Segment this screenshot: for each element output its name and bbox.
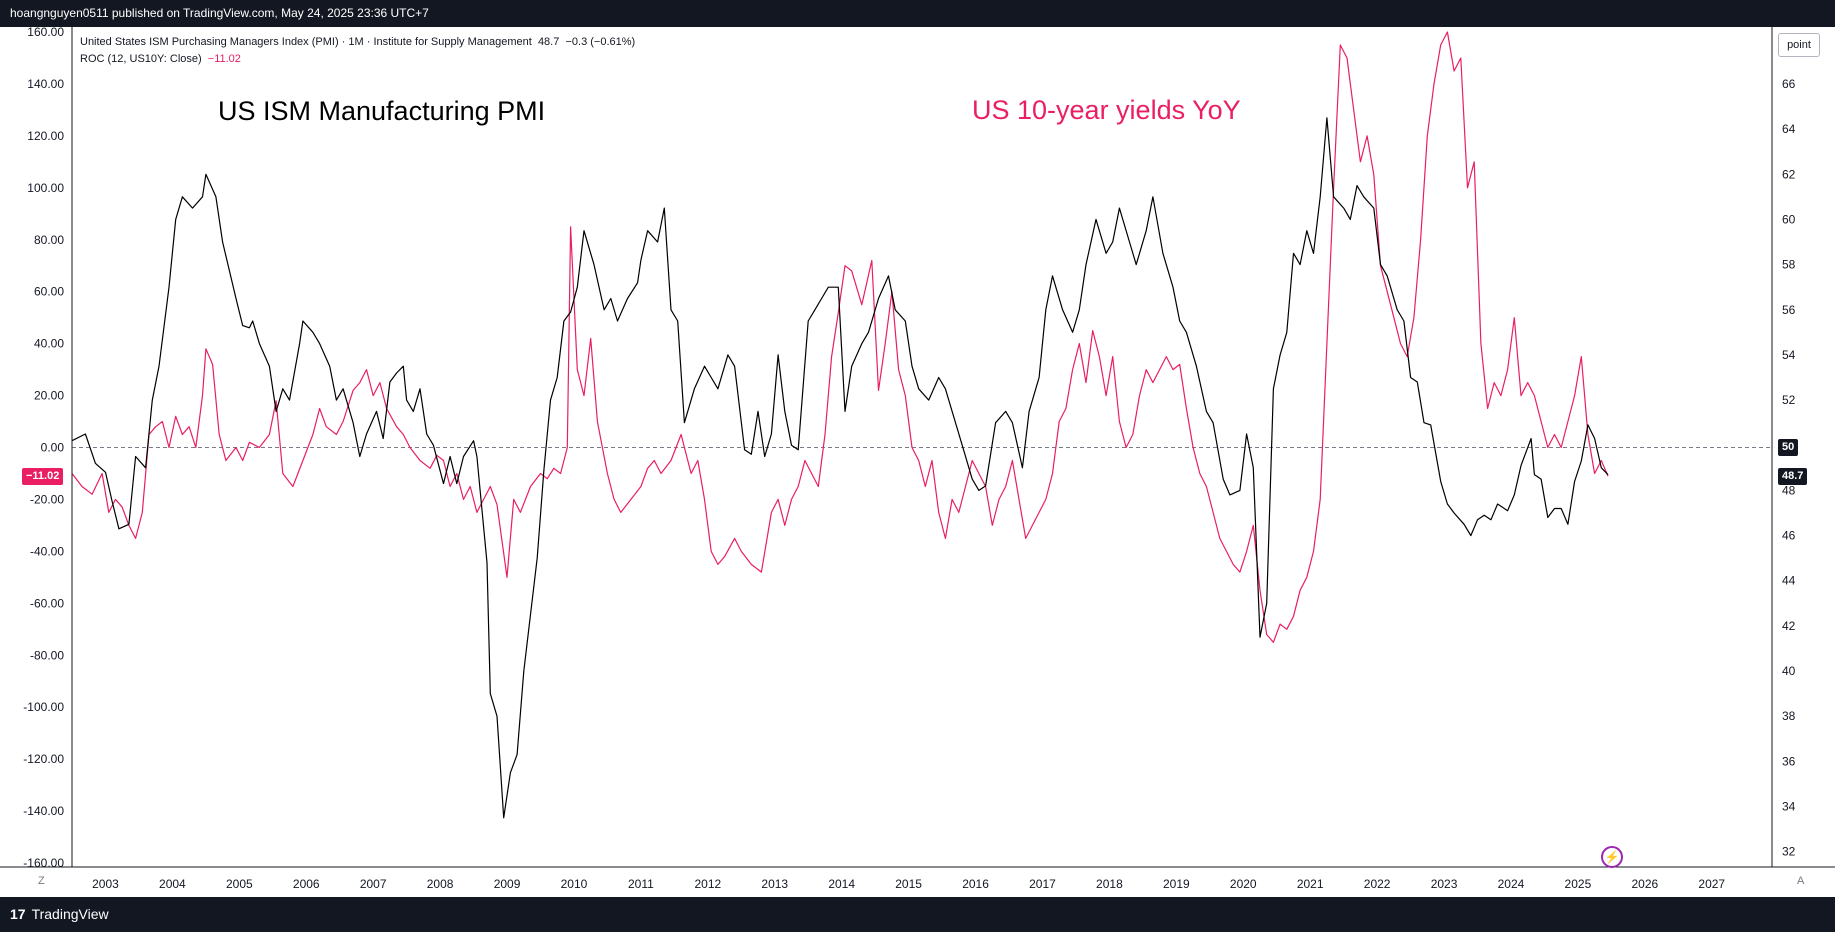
time-tick-label: 2007 [360,877,387,891]
price-scale-unit-button[interactable]: point [1778,33,1820,57]
left-tick-label: -160.00 [23,856,64,870]
time-tick-label: 2022 [1364,877,1391,891]
time-tick-label: 2012 [694,877,721,891]
publisher-bar: hoangnguyen0511 published on TradingView… [0,0,1835,27]
time-tick-label: 2006 [293,877,320,891]
right-tick-label: 32 [1782,845,1796,859]
right-tick-label: 40 [1782,664,1796,678]
left-tick-label: -40.00 [30,544,64,558]
auto-scale-button[interactable]: A [1797,875,1805,887]
right-tick-label: 44 [1782,574,1796,588]
left-tick-label: -60.00 [30,596,64,610]
right-tick-label: 34 [1782,800,1796,814]
footer-bar: 17 TradingView [0,897,1835,932]
time-tick-label: 2009 [494,877,521,891]
legend-main-series: United States ISM Purchasing Managers In… [80,36,532,48]
time-tick-label: 2016 [962,877,989,891]
left-tick-label: 100.00 [27,181,64,195]
left-tick-label: -120.00 [23,752,64,766]
left-tick-label: 40.00 [34,337,64,351]
publisher-text: hoangnguyen0511 published on TradingView… [10,6,429,20]
chart-area[interactable]: 160.00 140.00 120.00 100.00 80.00 60.00 40.00 2… [0,27,1835,897]
footer-brand[interactable]: TradingView [31,906,109,922]
time-tick-label: 2008 [427,877,454,891]
left-tick-label: -20.00 [30,492,64,506]
left-tick-label: -140.00 [23,804,64,818]
right-tick-label: 36 [1782,754,1796,768]
left-tick-label: 140.00 [27,77,64,91]
right-axis: 666462605856545250484644424038363432 [1782,77,1796,859]
right-tick-label: 38 [1782,709,1796,723]
right-tick-label: 58 [1782,258,1796,272]
legend: United States ISM Purchasing Managers In… [80,34,635,68]
time-tick-label: 2003 [92,877,119,891]
time-tick-label: 2018 [1096,877,1123,891]
time-tick-label: 2014 [828,877,855,891]
yields-roc-series-line[interactable] [71,31,1609,643]
legend-roc-label: ROC (12, US10Y: Close) [80,53,202,65]
time-tick-label: 2025 [1565,877,1592,891]
legend-roc-row: ROC (12, US10Y: Close) −11.02 [80,51,635,68]
time-tick-label: 2005 [226,877,253,891]
right-tick-label: 56 [1782,303,1796,317]
time-tick-label: 2021 [1297,877,1324,891]
left-tick-label: 80.00 [34,233,64,247]
time-tick-label: 2011 [628,877,654,891]
right-tick-label: 66 [1782,77,1796,91]
legend-main-value: 48.7 [537,36,560,48]
badge-roc-value: −11.02 [22,468,64,485]
time-axis: 2003 2004 2005 2006 2007 2008 2009 2010 2011 2012… [92,877,1725,891]
left-tick-label: 60.00 [34,285,64,299]
tradingview-logo-icon: 17 [10,906,26,922]
legend-main-change: −0.3 (−0.61%) [565,36,636,48]
annotation-pmi-title[interactable]: US ISM Manufacturing PMI [218,96,546,126]
right-tick-label: 46 [1782,529,1796,543]
left-tick-label: 120.00 [27,129,64,143]
legend-roc-value: −11.02 [207,53,241,65]
right-tick-label: 60 [1782,212,1796,226]
left-tick-label: -80.00 [30,648,64,662]
time-tick-label: 2023 [1431,877,1458,891]
time-tick-label: 2015 [895,877,922,891]
series-layer [71,31,1772,819]
timezone-button[interactable]: Z [38,875,45,887]
left-tick-label: -100.00 [23,700,64,714]
right-tick-label: 64 [1782,122,1796,136]
time-tick-label: 2024 [1498,877,1525,891]
left-axis: 160.00 140.00 120.00 100.00 80.00 60.00 40.00 2… [23,27,64,870]
legend-main-row: United States ISM Purchasing Managers In… [80,34,635,51]
time-tick-label: 2017 [1029,877,1056,891]
time-tick-label: 2027 [1698,877,1725,891]
time-tick-label: 2004 [159,877,186,891]
right-tick-label: 54 [1782,348,1796,362]
badge-level-50: 50 [1778,439,1799,456]
right-tick-label: 42 [1782,619,1796,633]
time-tick-label: 2010 [561,877,588,891]
lightning-icon[interactable]: ⚡ [1601,846,1623,868]
left-tick-label: 20.00 [34,389,64,403]
right-tick-label: 52 [1782,393,1796,407]
badge-pmi-value: 48.7 [1778,468,1808,485]
pmi-series-line[interactable] [71,117,1609,819]
time-tick-label: 2013 [761,877,788,891]
left-tick-label: 160.00 [27,27,64,39]
time-tick-label: 2026 [1631,877,1658,891]
time-tick-label: 2019 [1163,877,1190,891]
left-tick-label: 0.00 [41,441,65,455]
right-tick-label: 62 [1782,167,1796,181]
time-tick-label: 2020 [1230,877,1257,891]
annotation-yields-title[interactable]: US 10-year yields YoY [972,95,1241,125]
right-tick-label: 48 [1782,483,1796,497]
